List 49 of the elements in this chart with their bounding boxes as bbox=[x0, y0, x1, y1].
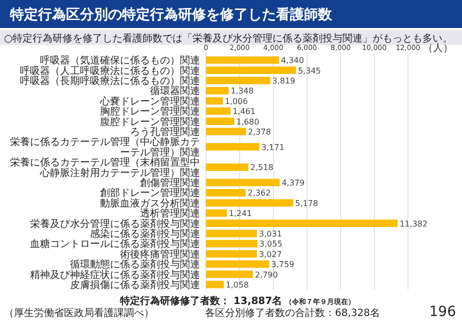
text: 特定行為研修修了者数： 13,887名 bbox=[119, 295, 282, 307]
y-tick-label: 創傷管理関連 bbox=[140, 177, 200, 189]
y-tick-label: 循環動態に係る薬剤投与関連 bbox=[70, 258, 200, 271]
y-tick-label: 胸腔ドレーン管理関連 bbox=[100, 106, 200, 118]
text: 196 bbox=[429, 304, 456, 320]
y-tick-label: 血糖コントロールに係る薬剤投与関連 bbox=[30, 238, 200, 250]
text: 各区分別修了者数の合計数：68,328名 bbox=[205, 307, 380, 319]
data-label: 1,006 bbox=[224, 96, 248, 106]
y-tick-label: 透析管理関連 bbox=[140, 208, 200, 220]
data-label: 3,819 bbox=[272, 76, 296, 86]
data-label: 3,031 bbox=[259, 230, 282, 238]
data-label: 5,345 bbox=[298, 66, 321, 76]
y-tick-label: 栄養及び水分管理に係る薬剤投与関連 bbox=[30, 218, 200, 230]
data-label: 3,759 bbox=[271, 260, 294, 270]
data-label: 2,362 bbox=[248, 188, 271, 198]
x-axis-title: （人） bbox=[423, 43, 453, 54]
data-label: 2,378 bbox=[248, 128, 271, 136]
y-tick-label: 皮膚損傷に係る薬剤投与関連 bbox=[70, 279, 200, 291]
data-label: 4,340 bbox=[281, 56, 304, 66]
data-label: 3,171 bbox=[261, 142, 284, 152]
y-tick-label: 呼吸器（気道確保に係るもの）関連 bbox=[40, 54, 200, 67]
data-label: 1,348 bbox=[230, 86, 254, 96]
y-tick-label: 心嚢ドレーン管理関連 bbox=[99, 95, 200, 108]
y-tick-label: 呼吸器（長期呼吸療法に係るもの）関連 bbox=[20, 75, 200, 87]
data-label: 3,055 bbox=[259, 240, 282, 249]
y-tick-label: 栄養に係るカテーテル管理（末梢留置型中心静脈注射用カテーテル管理）関連 bbox=[10, 156, 200, 179]
data-label: 2,518 bbox=[250, 163, 274, 172]
y-tick-label: 栄養に係るカテーテル管理（中心静脈カテーテル管理）関連 bbox=[10, 136, 200, 158]
data-label: 1,461 bbox=[232, 107, 256, 116]
data-label: 4,379 bbox=[282, 178, 305, 188]
y-tick-label: 術後疼痛管理関連 bbox=[120, 248, 200, 260]
y-tick-label: 創部ドレーン管理関連 bbox=[100, 187, 200, 200]
y-tick-label: 循環器関連 bbox=[150, 85, 200, 98]
chart-subtitle: ○特定行為研修を修了した看護師数では「栄養及び水分管理に係る薬剤投与関連」がもっとも多い。 bbox=[4, 32, 453, 44]
data-label: 11,382 bbox=[400, 219, 428, 228]
data-label: 1,058 bbox=[226, 280, 249, 290]
y-tick-label: 動脈血液ガス分析関連 bbox=[100, 197, 200, 210]
y-tick-label: 精神及び神経症状に係る薬剤投与関連 bbox=[30, 268, 200, 281]
chart-title: 特定行為区分別の特定行為研修を修了した看護師数 bbox=[9, 6, 333, 23]
y-tick-label: ろう孔管理関連 bbox=[130, 126, 200, 138]
data-label: 1,241 bbox=[228, 209, 252, 218]
text: （厚生労働省医政局看護課調べ） bbox=[4, 307, 154, 319]
y-tick-label: 腹腔ドレーン管理関連 bbox=[100, 116, 200, 128]
y-tick-label: 呼吸器（人工呼吸療法に係るもの）関連 bbox=[20, 64, 200, 77]
y-tick-label: 感染に係る薬剤投与関連 bbox=[90, 228, 200, 240]
data-label: 1,680 bbox=[236, 117, 260, 126]
data-label: 5,178 bbox=[295, 198, 318, 208]
data-label: 2,790 bbox=[254, 270, 278, 280]
data-label: 3,027 bbox=[258, 250, 282, 259]
